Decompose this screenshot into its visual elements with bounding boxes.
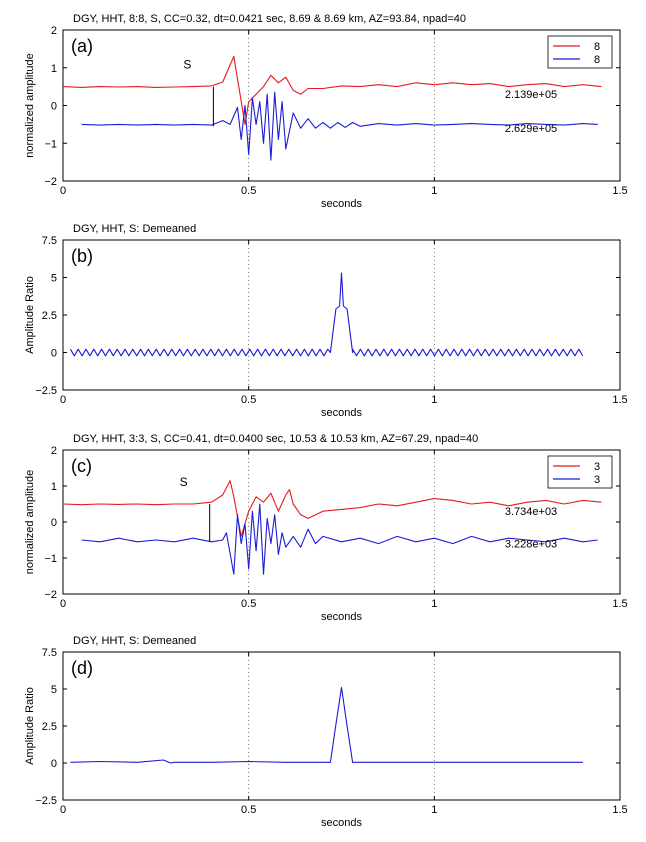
y-tick-label: 2.5	[42, 310, 57, 322]
y-tick-label: 0	[51, 758, 57, 770]
series-line	[81, 91, 598, 161]
x-axis-label: seconds	[321, 407, 362, 419]
series-line	[69, 272, 584, 357]
y-tick-label: 0	[51, 348, 57, 360]
x-tick-label: 1.5	[612, 804, 627, 816]
y-axis-label: Amplitude Ratio	[24, 687, 36, 765]
y-tick-label: 7.5	[42, 235, 57, 247]
x-tick-label: 0	[60, 804, 66, 816]
x-tick-label: 0.5	[241, 185, 256, 197]
legend-label: 8	[594, 41, 600, 53]
amplitude-annotation: 2.629e+05	[505, 123, 557, 135]
x-tick-label: 1.5	[612, 394, 627, 406]
y-tick-label: 1	[51, 481, 57, 493]
x-tick-label: 1	[431, 185, 437, 197]
x-axis-label: seconds	[321, 611, 362, 623]
panel-label: (a)	[71, 36, 93, 56]
x-tick-label: 0	[60, 394, 66, 406]
axes-box	[62, 449, 621, 595]
x-tick-label: 0.5	[241, 804, 256, 816]
y-tick-label: 5	[51, 684, 57, 696]
axes-box	[62, 239, 621, 391]
y-tick-label: 2	[51, 445, 57, 457]
y-tick-label: −1	[44, 553, 57, 565]
y-tick-label: 5	[51, 273, 57, 285]
x-tick-label: 1.5	[612, 598, 627, 610]
x-tick-label: 1.5	[612, 185, 627, 197]
y-tick-label: −2.5	[35, 385, 57, 397]
panel-title: DGY, HHT, S: Demeaned	[73, 223, 196, 235]
y-tick-label: −1	[44, 138, 57, 150]
y-axis-label: normalized amplitude	[24, 53, 36, 158]
series-line	[62, 55, 602, 125]
y-tick-label: 2.5	[42, 721, 57, 733]
legend-label: 8	[594, 54, 600, 66]
y-tick-label: −2.5	[35, 795, 57, 807]
amplitude-annotation: 3.228e+03	[505, 539, 557, 551]
y-tick-label: 2	[51, 25, 57, 37]
panel-title: DGY, HHT, 3:3, S, CC=0.41, dt=0.0400 sec…	[73, 433, 478, 445]
x-tick-label: 0.5	[241, 394, 256, 406]
x-tick-label: 0	[60, 598, 66, 610]
amplitude-annotation: 3.734e+03	[505, 506, 557, 518]
x-tick-label: 1	[431, 394, 437, 406]
y-tick-label: 0	[51, 101, 57, 113]
series-line	[81, 503, 598, 575]
y-tick-label: 0	[51, 517, 57, 529]
series-line	[70, 686, 583, 764]
y-tick-label: 1	[51, 63, 57, 75]
phase-marker-label: S	[180, 475, 188, 489]
x-axis-label: seconds	[321, 817, 362, 829]
panel-title: DGY, HHT, 8:8, S, CC=0.32, dt=0.0421 sec…	[73, 13, 466, 25]
panel-label: (c)	[71, 456, 92, 476]
y-axis-label: normalized amplitude	[24, 470, 36, 575]
x-axis-label: seconds	[321, 198, 362, 210]
phase-marker-label: S	[183, 58, 191, 72]
panel-label: (b)	[71, 246, 93, 266]
x-tick-label: 1	[431, 598, 437, 610]
panel-title: DGY, HHT, S: Demeaned	[73, 635, 196, 647]
axes-box	[62, 29, 621, 182]
y-tick-label: 7.5	[42, 647, 57, 659]
y-axis-label: Amplitude Ratio	[24, 276, 36, 354]
panel-label: (d)	[71, 658, 93, 678]
y-tick-label: −2	[44, 589, 57, 601]
x-tick-label: 1	[431, 804, 437, 816]
series-line	[62, 480, 602, 537]
legend-label: 3	[594, 474, 600, 486]
legend-box	[547, 455, 613, 489]
y-tick-label: −2	[44, 176, 57, 188]
legend-label: 3	[594, 461, 600, 473]
legend-box	[547, 35, 613, 69]
amplitude-annotation: 2.139e+05	[505, 89, 557, 101]
axes-box	[62, 651, 621, 801]
x-tick-label: 0	[60, 185, 66, 197]
x-tick-label: 0.5	[241, 598, 256, 610]
